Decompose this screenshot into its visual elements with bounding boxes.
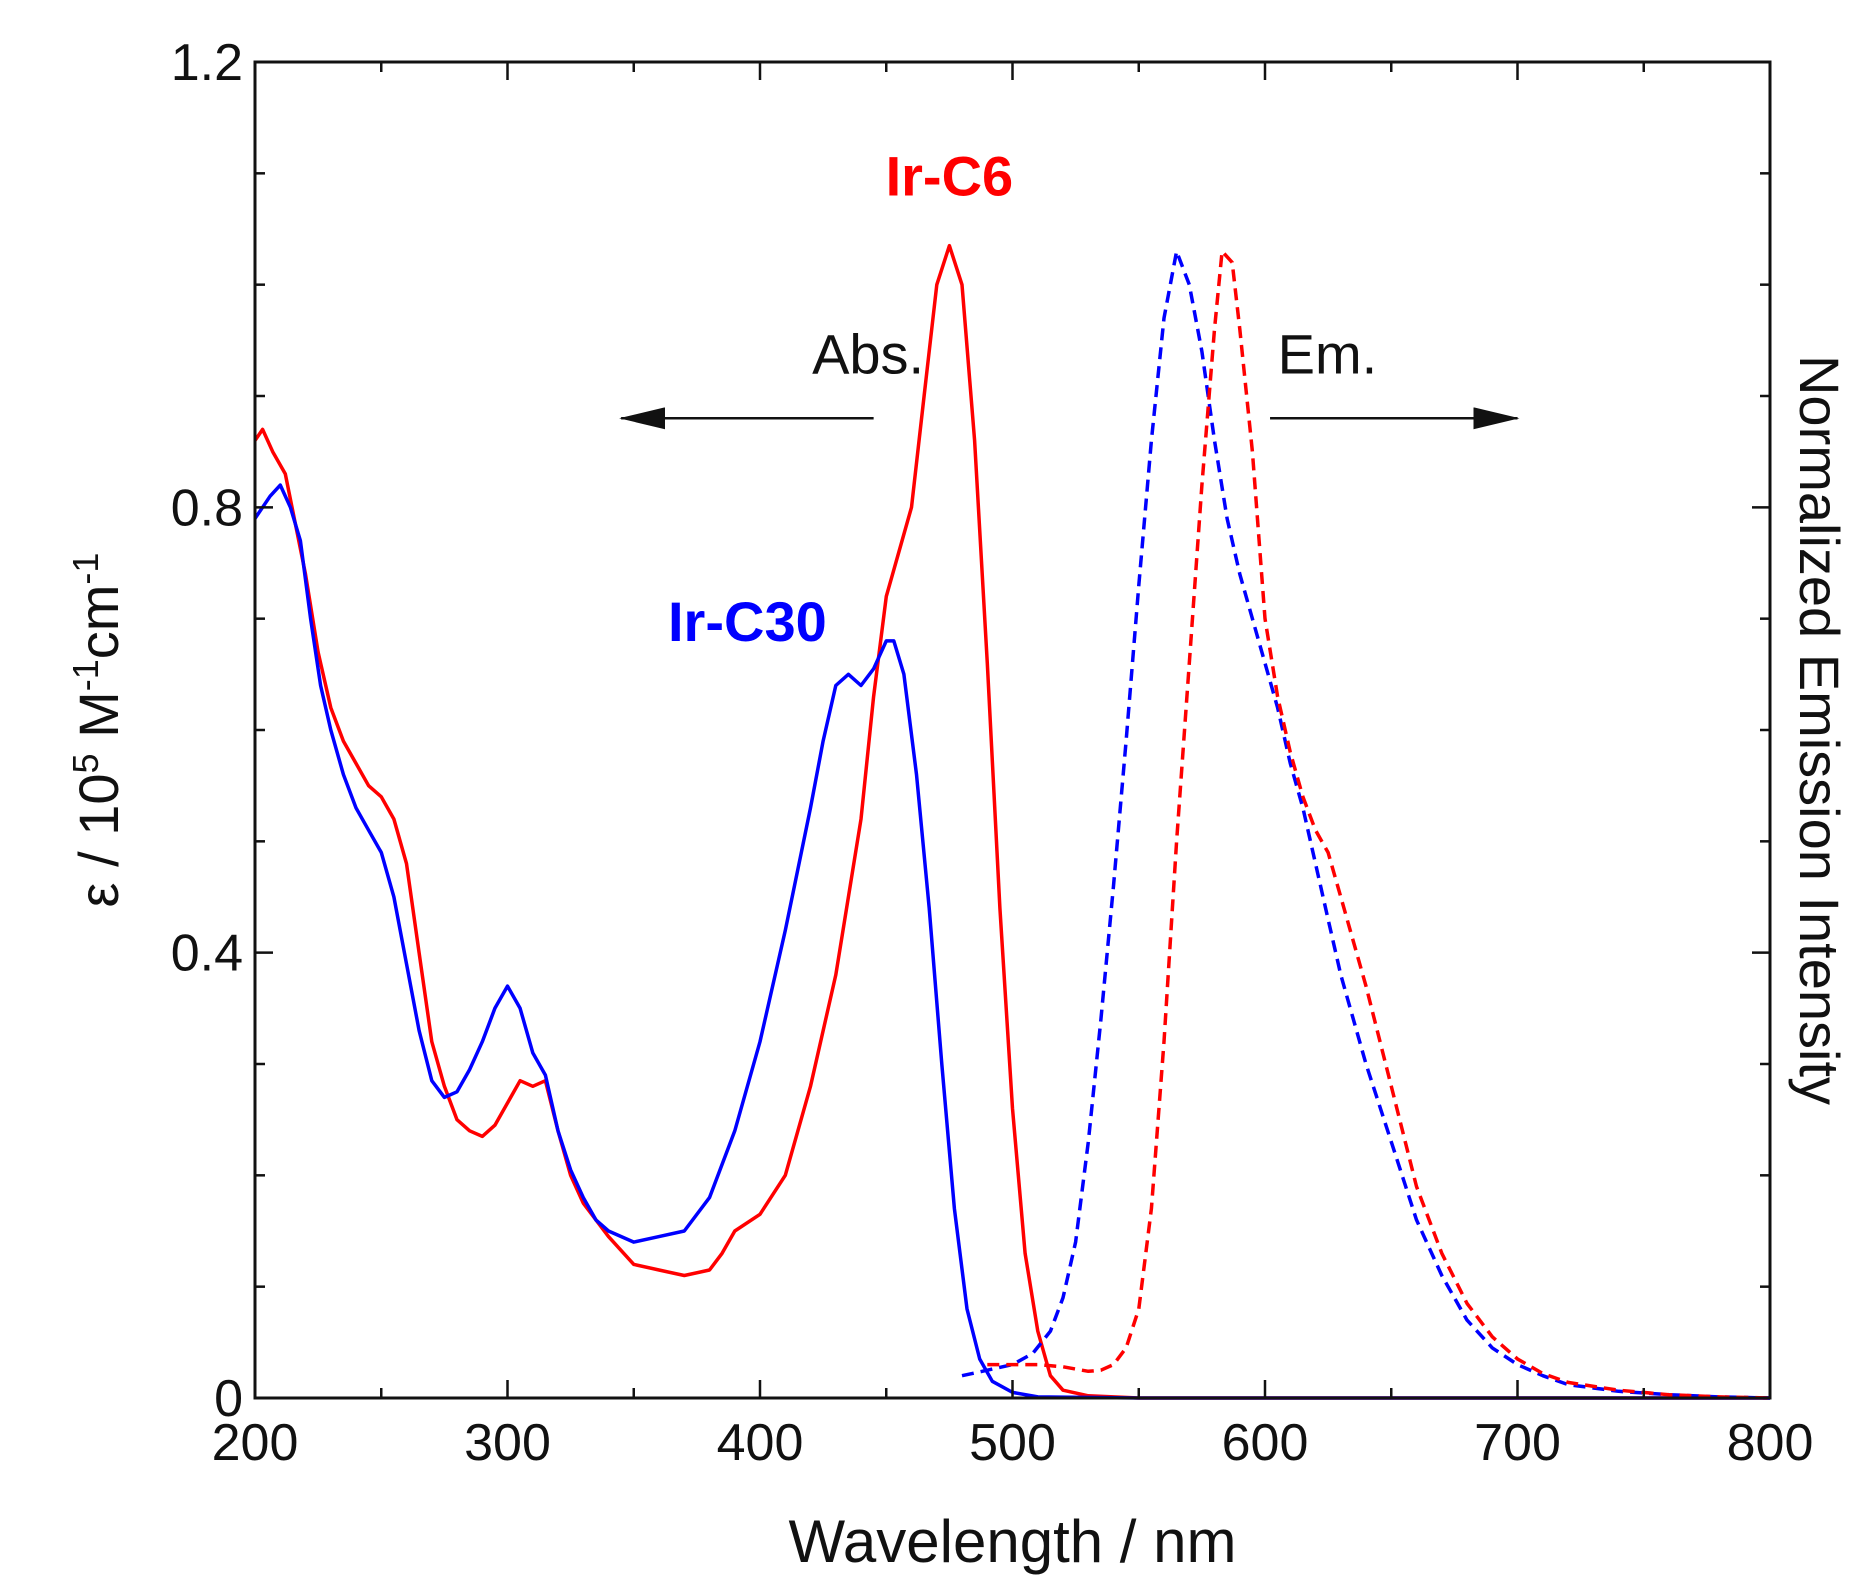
plot-frame — [253, 60, 1772, 1400]
series-label-ir-c6: Ir-C6 — [886, 145, 1014, 208]
x-tick-label: 700 — [1474, 1414, 1561, 1472]
x-tick-label: 800 — [1727, 1414, 1814, 1472]
tick-layer: 200 300 400 500 600 700 800 0 0.4 0.8 1.2 — [171, 34, 1814, 1472]
annotation-abs: Abs. — [812, 323, 924, 386]
y-tick-label: 0.8 — [171, 479, 243, 537]
y-axis-title-superscript: -1 — [65, 659, 106, 691]
axis-title-layer: Wavelength / nmε / 105 M-1cm-1 Normalized… — [65, 355, 1852, 1575]
plot-frame-layer — [253, 60, 1772, 1400]
annotation-layer: Abs. Em. — [619, 323, 1520, 430]
y-axis-title: ε / 105 M-1cm-1 — [65, 553, 131, 908]
y-axis-title-part: cm — [67, 585, 130, 660]
series-layer: Ir-C6 Ir-C30 — [253, 145, 1771, 1400]
y-tick-label: 1.2 — [171, 34, 243, 92]
series-line-ir-c30-em — [961, 249, 1771, 1400]
y-axis-title-part: ε / 10 — [67, 774, 130, 908]
y-axis-title-superscript: 5 — [65, 753, 106, 773]
series-label-ir-c30: Ir-C30 — [668, 590, 827, 653]
y-tick-label: 0.4 — [171, 925, 243, 983]
series-line-ir-c30-abs — [253, 483, 1770, 1400]
series-line-ir-c6-em — [987, 249, 1771, 1400]
annotation-em: Em. — [1278, 323, 1378, 386]
y-axis-title-part: M — [67, 691, 130, 753]
x-axis-title: Wavelength / nm — [789, 1508, 1237, 1575]
series-line-ir-c6-abs — [253, 243, 1770, 1400]
x-tick-label: 400 — [717, 1414, 804, 1472]
x-tick-label: 300 — [464, 1414, 551, 1472]
y-axis-title-superscript: -1 — [65, 553, 106, 585]
y-tick-label: 0 — [214, 1370, 243, 1428]
x-tick-label: 600 — [1222, 1414, 1309, 1472]
x-tick-label: 500 — [969, 1414, 1056, 1472]
x-tick-label: 200 — [212, 1414, 299, 1472]
y2-axis-title: Normalized Emission Intensity — [1788, 355, 1851, 1105]
